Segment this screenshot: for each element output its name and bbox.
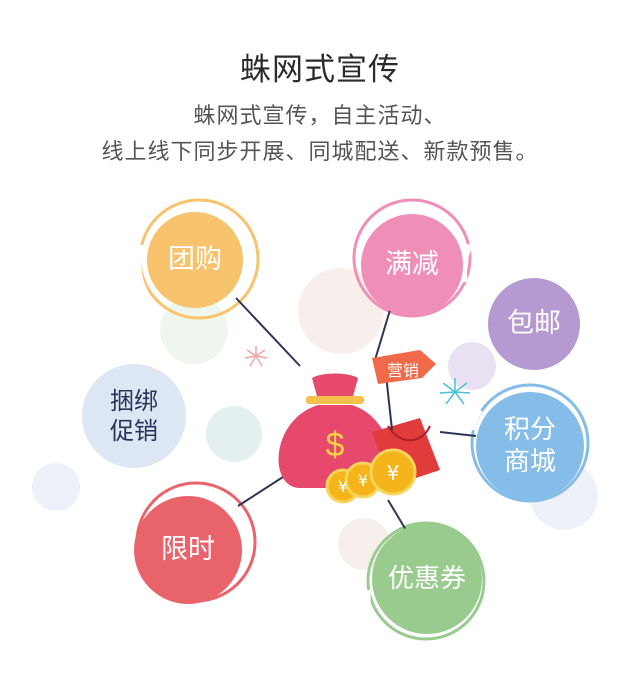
ring-youhuiquan: [366, 521, 486, 641]
node-youhuiquan: 优惠券: [372, 524, 482, 634]
coin-icon: [325, 448, 417, 504]
ring-manjian: [352, 198, 472, 318]
flag-label: 营销: [387, 361, 419, 380]
node-label: 包邮: [507, 308, 561, 340]
firework-left: [244, 346, 268, 367]
page-title: 蛛网式宣传: [240, 52, 400, 88]
node-tuangou: 团购: [147, 212, 243, 308]
subtitle-line-1: 蛛网式宣传，自主活动、: [193, 104, 447, 129]
subtitle-line-2: 线上线下同步开展、同城配送、新款预售。: [101, 140, 539, 165]
coin-symbol: ¥: [387, 461, 400, 485]
firework-right: [439, 378, 471, 405]
ring-jifen: [470, 383, 590, 503]
dollar-symbol: $: [326, 426, 345, 464]
node-label: 团购: [168, 244, 222, 276]
node-jifen: 积分 商城: [476, 392, 584, 500]
node-baoyou: 包邮: [488, 278, 580, 370]
coin-symbol: ¥: [358, 471, 368, 490]
node-label: 促销: [110, 417, 158, 445]
node-xianshi: 限时: [134, 496, 242, 604]
node-manjian: 满减: [361, 214, 463, 316]
node-label: 限时: [161, 534, 215, 566]
node-kunbang: 捆绑 促销: [82, 364, 186, 468]
node-label: 优惠券: [387, 563, 466, 594]
coin-symbol: ¥: [338, 477, 348, 496]
node-label: 商城: [503, 447, 556, 477]
deco-circle: [32, 463, 80, 511]
node-label: 积分: [503, 414, 556, 445]
deco-circle: [448, 342, 496, 390]
deco-circle: [206, 406, 262, 462]
node-label: 捆绑: [110, 387, 158, 415]
node-label: 满减: [385, 249, 439, 281]
flag-icon: [372, 350, 436, 431]
